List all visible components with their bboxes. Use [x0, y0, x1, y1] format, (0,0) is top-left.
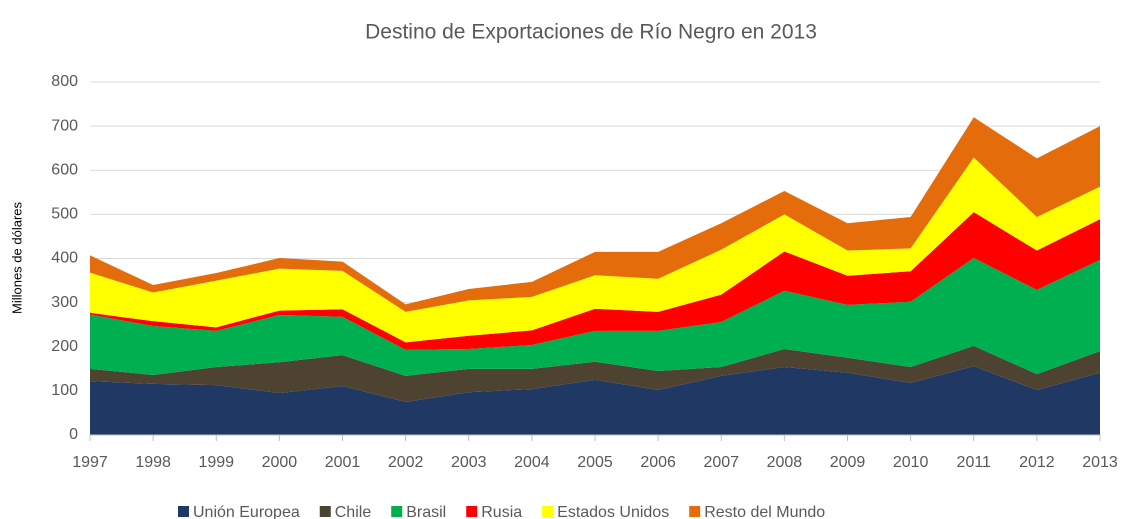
area [90, 345, 1100, 402]
area [90, 117, 1100, 312]
y-tick-label: 700 [51, 117, 78, 134]
x-tick-label: 2004 [514, 454, 550, 471]
x-tick-label: 2002 [388, 454, 424, 471]
legend-label: Chile [335, 504, 372, 519]
x-tick-label: 2010 [893, 454, 929, 471]
area [90, 258, 1100, 376]
x-tick-label: 2011 [957, 454, 992, 471]
area [90, 157, 1100, 343]
legend-label: Brasil [406, 504, 446, 519]
x-tick-label: 2003 [451, 454, 487, 471]
x-tick-label: 2005 [577, 454, 613, 471]
legend-swatch [391, 506, 403, 517]
x-tick-label: 2001 [325, 454, 361, 471]
x-tick-label: 2006 [640, 454, 676, 471]
legend-swatch [178, 506, 189, 517]
area [90, 212, 1100, 350]
y-tick-label: 400 [51, 250, 78, 267]
legend-label: Unión Europea [193, 504, 300, 519]
legend-swatch [689, 506, 701, 517]
y-axis-label: Millones de dólares [9, 202, 24, 315]
x-tick-label: 1997 [72, 454, 108, 471]
y-tick-label: 200 [51, 338, 78, 355]
legend-swatch [319, 506, 331, 517]
legend-label: Estados Unidos [557, 504, 669, 519]
x-tick-label: 2013 [1082, 454, 1118, 471]
legend-swatch [466, 506, 478, 517]
area [90, 366, 1100, 435]
y-tick-label: 800 [51, 73, 78, 90]
x-tick-label: 2000 [262, 454, 298, 471]
x-tick-label: 2012 [1019, 454, 1055, 471]
x-tick-label: 2007 [703, 454, 739, 471]
x-tick-label: 1998 [135, 454, 171, 471]
legend-swatch [542, 506, 554, 517]
legend-label: Rusia [481, 504, 522, 519]
x-tick-label: 2008 [767, 454, 803, 471]
y-tick-label: 0 [69, 426, 78, 443]
y-tick-label: 100 [51, 382, 78, 399]
y-tick-label: 500 [51, 206, 78, 223]
x-tick-label: 2009 [830, 454, 866, 471]
legend-label: Resto del Mundo [704, 504, 825, 519]
x-tick-label: 1999 [198, 454, 234, 471]
y-tick-label: 300 [51, 294, 78, 311]
chart-title: Destino de Exportaciones de Río Negro en… [365, 21, 817, 44]
y-tick-label: 600 [51, 161, 78, 178]
